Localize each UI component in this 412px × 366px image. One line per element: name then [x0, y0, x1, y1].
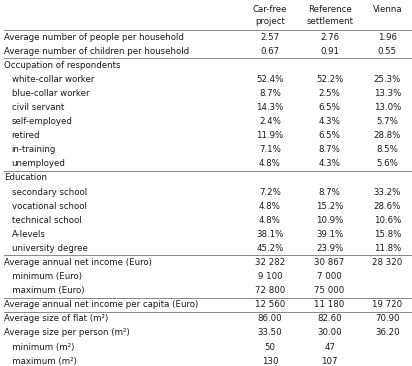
Text: 36.20: 36.20: [375, 328, 400, 337]
Text: Reference
settlement: Reference settlement: [306, 5, 353, 26]
Text: 4.3%: 4.3%: [318, 159, 341, 168]
Text: Average annual net income (Euro): Average annual net income (Euro): [4, 258, 152, 267]
Text: white-collar worker: white-collar worker: [12, 75, 94, 84]
Text: 14.3%: 14.3%: [256, 103, 283, 112]
Text: 6.5%: 6.5%: [318, 131, 341, 140]
Text: 82.60: 82.60: [317, 314, 342, 324]
Text: 1.96: 1.96: [378, 33, 397, 42]
Text: blue-collar worker: blue-collar worker: [12, 89, 89, 98]
Text: 0.91: 0.91: [320, 46, 339, 56]
Text: Vienna: Vienna: [372, 5, 402, 15]
Text: Education: Education: [4, 173, 47, 183]
Text: Average annual net income per capita (Euro): Average annual net income per capita (Eu…: [4, 300, 198, 309]
Text: 23.9%: 23.9%: [316, 244, 343, 253]
Text: Average number of people per household: Average number of people per household: [4, 33, 184, 42]
Text: minimum (m²): minimum (m²): [4, 343, 75, 352]
Text: 9 100: 9 100: [258, 272, 282, 281]
Text: 30 867: 30 867: [314, 258, 345, 267]
Text: A-levels: A-levels: [12, 230, 45, 239]
Text: 52.2%: 52.2%: [316, 75, 343, 84]
Text: 13.0%: 13.0%: [374, 103, 401, 112]
Text: 70.90: 70.90: [375, 314, 400, 324]
Text: 10.6%: 10.6%: [374, 216, 401, 225]
Text: Average number of children per household: Average number of children per household: [4, 46, 189, 56]
Text: civil servant: civil servant: [12, 103, 64, 112]
Text: 10.9%: 10.9%: [316, 216, 343, 225]
Text: minimum (Euro): minimum (Euro): [4, 272, 82, 281]
Text: 30.00: 30.00: [317, 328, 342, 337]
Text: 33.50: 33.50: [258, 328, 282, 337]
Text: 50: 50: [265, 343, 275, 352]
Text: 13.3%: 13.3%: [374, 89, 401, 98]
Text: 2.57: 2.57: [260, 33, 279, 42]
Text: 5.6%: 5.6%: [376, 159, 398, 168]
Text: vocational school: vocational school: [12, 202, 87, 211]
Text: 5.7%: 5.7%: [376, 117, 398, 126]
Text: Average size per person (m²): Average size per person (m²): [4, 328, 130, 337]
Text: 52.4%: 52.4%: [256, 75, 283, 84]
Text: 86.00: 86.00: [258, 314, 282, 324]
Text: 39.1%: 39.1%: [316, 230, 343, 239]
Text: Average size of flat (m²): Average size of flat (m²): [4, 314, 108, 324]
Text: 130: 130: [262, 356, 278, 366]
Text: 28 320: 28 320: [372, 258, 403, 267]
Text: 2.76: 2.76: [320, 33, 339, 42]
Text: 11.8%: 11.8%: [374, 244, 401, 253]
Text: university degree: university degree: [12, 244, 87, 253]
Text: 8.7%: 8.7%: [318, 187, 341, 197]
Text: 4.8%: 4.8%: [259, 216, 281, 225]
Text: technical school: technical school: [12, 216, 81, 225]
Text: 11.9%: 11.9%: [256, 131, 283, 140]
Text: 8.7%: 8.7%: [259, 89, 281, 98]
Text: 47: 47: [324, 343, 335, 352]
Text: maximum (Euro): maximum (Euro): [4, 286, 84, 295]
Text: 0.67: 0.67: [260, 46, 279, 56]
Text: in-training: in-training: [12, 145, 56, 154]
Text: 2.4%: 2.4%: [259, 117, 281, 126]
Text: 4.8%: 4.8%: [259, 202, 281, 211]
Text: 75 000: 75 000: [314, 286, 345, 295]
Text: 15.2%: 15.2%: [316, 202, 343, 211]
Text: 8.5%: 8.5%: [376, 145, 398, 154]
Text: 7.2%: 7.2%: [259, 187, 281, 197]
Text: 33.2%: 33.2%: [374, 187, 401, 197]
Text: 72 800: 72 800: [255, 286, 285, 295]
Text: 28.6%: 28.6%: [374, 202, 401, 211]
Text: 38.1%: 38.1%: [256, 230, 283, 239]
Text: 6.5%: 6.5%: [318, 103, 341, 112]
Text: secondary school: secondary school: [12, 187, 87, 197]
Text: 7.1%: 7.1%: [259, 145, 281, 154]
Text: 0.55: 0.55: [378, 46, 397, 56]
Text: Occupation of respondents: Occupation of respondents: [4, 61, 121, 70]
Text: 11 180: 11 180: [314, 300, 345, 309]
Text: self-employed: self-employed: [12, 117, 73, 126]
Text: retired: retired: [12, 131, 40, 140]
Text: 25.3%: 25.3%: [374, 75, 401, 84]
Text: 32 282: 32 282: [255, 258, 285, 267]
Text: maximum (m²): maximum (m²): [4, 356, 77, 366]
Text: 4.3%: 4.3%: [318, 117, 341, 126]
Text: unemployed: unemployed: [12, 159, 66, 168]
Text: 45.2%: 45.2%: [256, 244, 283, 253]
Text: 8.7%: 8.7%: [318, 145, 341, 154]
Text: 2.5%: 2.5%: [318, 89, 341, 98]
Text: 4.8%: 4.8%: [259, 159, 281, 168]
Text: Car-free
project: Car-free project: [253, 5, 287, 26]
Text: 12 560: 12 560: [255, 300, 285, 309]
Text: 7 000: 7 000: [317, 272, 342, 281]
Text: 19 720: 19 720: [372, 300, 403, 309]
Text: 15.8%: 15.8%: [374, 230, 401, 239]
Text: 107: 107: [321, 356, 338, 366]
Text: 28.8%: 28.8%: [374, 131, 401, 140]
